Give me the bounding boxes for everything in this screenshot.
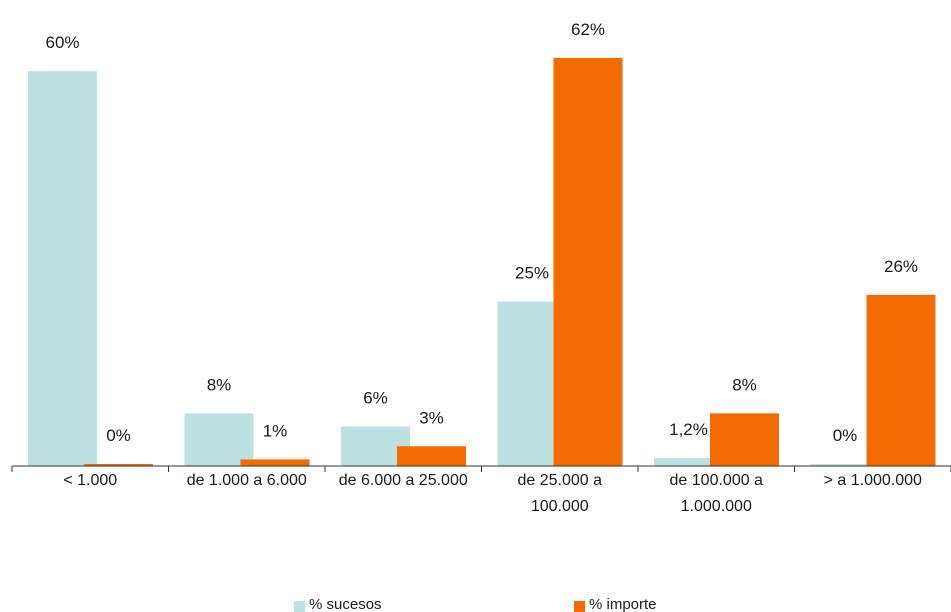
category-label-1: de 1.000 a 6.000: [187, 472, 307, 489]
value-label-sucesos-5: 0%: [833, 426, 858, 445]
legend: % sucesos % importe: [294, 596, 657, 612]
category-label-5: > a 1.000.000: [824, 472, 922, 489]
bar-importe-3: [553, 58, 623, 466]
legend-label-sucesos: % sucesos: [309, 596, 382, 612]
bar-importe-1: [240, 459, 310, 466]
category-label-4: de 100.000 a 1.000.000: [670, 472, 764, 515]
bar-sucesos-4: [654, 458, 723, 466]
bar-sucesos-5: [810, 464, 880, 466]
category-label-3: de 25.000 a 100.000: [517, 472, 602, 515]
value-label-importe-0: 0%: [106, 426, 131, 445]
category-label-2: de 6.000 a 25.000: [339, 472, 468, 489]
bar-sucesos-1: [184, 413, 254, 466]
value-label-importe-1: 1%: [263, 421, 288, 440]
value-label-sucesos-4: 1,2%: [669, 420, 708, 439]
value-label-importe-2: 3%: [419, 408, 444, 427]
value-labels-group: 60% 0% 8% 1% 6% 3% 25% 62% 1,2% 8% 0% 26%: [45, 20, 918, 445]
bar-sucesos-0: [28, 71, 97, 467]
legend-label-importe: % importe: [589, 596, 657, 612]
bar-importe-0: [84, 464, 153, 466]
bar-importe-4: [710, 413, 779, 466]
value-label-sucesos-3: 25%: [515, 263, 549, 282]
bar-importe-5: [866, 294, 936, 466]
x-axis: < 1.000 de 1.000 a 6.000 de 6.000 a 25.000…: [11, 465, 951, 515]
value-label-importe-3: 62%: [571, 20, 605, 39]
bars-group: [28, 58, 936, 467]
value-label-sucesos-1: 8%: [207, 375, 232, 394]
legend-swatch-importe: [574, 601, 585, 612]
category-label-0: < 1.000: [63, 472, 117, 489]
bar-importe-2: [397, 446, 466, 466]
legend-swatch-sucesos: [294, 601, 305, 612]
value-label-sucesos-0: 60%: [45, 33, 79, 52]
value-label-sucesos-2: 6%: [363, 389, 388, 408]
value-label-importe-5: 26%: [884, 257, 918, 276]
value-label-importe-4: 8%: [732, 375, 757, 394]
